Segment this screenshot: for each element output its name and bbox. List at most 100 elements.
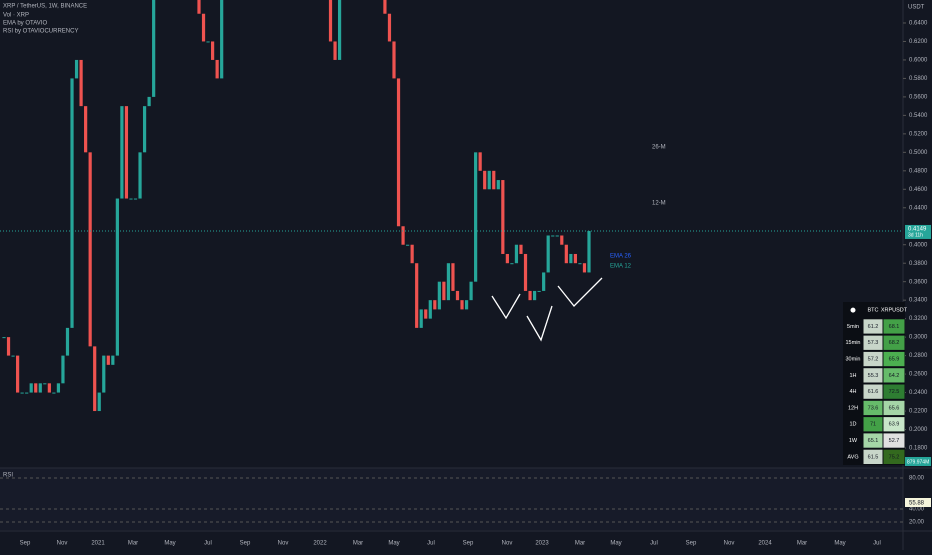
candle (510, 263, 514, 265)
candle (551, 235, 555, 237)
candle (20, 392, 24, 394)
indicator: EMA by OTAVIO (3, 21, 47, 27)
table-value: 64.2 (889, 373, 900, 379)
candle (555, 235, 559, 237)
indicator: RSI by OTAVIOCURRENCY (3, 29, 78, 35)
candle (211, 41, 215, 60)
table-label: 12H (848, 405, 858, 411)
annotation: 26-M (652, 145, 666, 151)
table-cell (863, 433, 883, 448)
volume-tag (905, 457, 931, 466)
table-cell (883, 433, 905, 448)
candle (505, 253, 509, 264)
price-label: 0.2200 (909, 409, 928, 415)
candle (528, 290, 532, 301)
candle (106, 355, 110, 365)
time-label: May (164, 541, 175, 547)
candle (542, 272, 546, 291)
table-cell (883, 319, 905, 334)
time-label: May (834, 541, 845, 547)
candle (546, 235, 550, 273)
table-value: 57.3 (868, 340, 879, 346)
time-label: Mar (575, 541, 585, 547)
candle (519, 244, 523, 254)
time-label: 2021 (91, 541, 105, 547)
table-cell (863, 335, 883, 350)
table-value: 65.6 (889, 405, 900, 411)
candle (424, 309, 428, 319)
indicator: Vol · XRP (3, 13, 29, 19)
table-label: 30min (846, 357, 861, 363)
price-tag (905, 224, 931, 239)
candle (392, 41, 396, 79)
table-cell (863, 384, 883, 399)
candle (142, 106, 147, 153)
candle (43, 383, 47, 385)
table-cell (863, 400, 883, 416)
table-label: 1W (849, 438, 858, 444)
rsi-level-label: 20.00 (909, 520, 925, 526)
candle (582, 263, 587, 273)
price-label: 0.1800 (909, 446, 928, 452)
candle (70, 78, 74, 328)
candle (220, 0, 224, 79)
table-label: 5min (847, 324, 859, 330)
candle (446, 263, 451, 301)
candle (88, 152, 92, 347)
candle (111, 355, 115, 365)
candle (564, 244, 568, 264)
price-label: 0.2400 (909, 390, 928, 396)
table-value: 65.1 (868, 438, 879, 444)
table-header: XRPUSDT (881, 308, 908, 314)
time-label: Nov (724, 541, 735, 547)
rsi-tag-label: 55.88 (909, 501, 925, 507)
candle (133, 198, 138, 200)
candle (406, 244, 410, 246)
time-label: Nov (57, 541, 68, 547)
candle (65, 327, 70, 356)
candle (74, 59, 79, 79)
candle (147, 96, 151, 107)
table-value: 72.5 (889, 389, 900, 395)
candle (38, 383, 42, 393)
annotation: 12-M (652, 201, 666, 207)
table-cell (883, 449, 905, 464)
price-label: 0.3200 (909, 316, 928, 322)
candle (52, 392, 56, 394)
candle (383, 0, 387, 14)
table-value: 68.1 (889, 324, 900, 330)
time-label: Jul (873, 541, 881, 547)
table-label: AVG (847, 454, 858, 460)
candle (34, 383, 38, 393)
candle (215, 59, 219, 79)
candle (129, 198, 133, 200)
time-label: 2023 (535, 541, 549, 547)
candle (29, 383, 33, 393)
time-label: Sep (240, 541, 251, 547)
table-label: 4H (849, 389, 856, 395)
candle (138, 152, 142, 199)
icon (850, 307, 856, 313)
table-value: 57.2 (868, 357, 879, 363)
candle (523, 253, 528, 291)
table-value: 75.2 (889, 454, 900, 460)
candle (573, 253, 577, 264)
time-label: Jul (650, 541, 658, 547)
candle (401, 226, 405, 245)
candle (560, 235, 564, 245)
candle (469, 281, 473, 301)
rsi-level-label: 80.00 (909, 476, 925, 482)
candle (514, 244, 519, 264)
table-cell (883, 368, 905, 383)
candle (483, 170, 487, 190)
candle (578, 263, 582, 265)
table-cell (883, 417, 905, 432)
table-value: 65.9 (889, 357, 900, 363)
candle (93, 346, 97, 412)
table-cell (863, 417, 883, 432)
candle (396, 78, 401, 227)
price-label: 0.4000 (909, 242, 928, 248)
price-tag-label: 0.4149 (908, 227, 927, 233)
price-label: 0.4400 (909, 205, 928, 211)
